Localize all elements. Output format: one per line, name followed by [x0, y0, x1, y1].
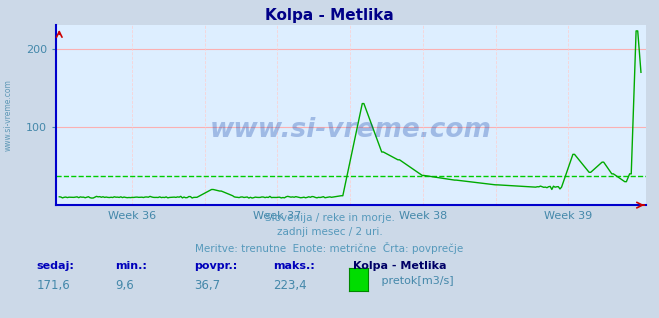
- Text: Kolpa - Metlika: Kolpa - Metlika: [353, 261, 446, 271]
- Text: povpr.:: povpr.:: [194, 261, 238, 271]
- Text: maks.:: maks.:: [273, 261, 315, 271]
- Text: Slovenija / reke in morje.: Slovenija / reke in morje.: [264, 213, 395, 223]
- Text: min.:: min.:: [115, 261, 147, 271]
- Text: sedaj:: sedaj:: [36, 261, 74, 271]
- Text: www.si-vreme.com: www.si-vreme.com: [4, 79, 13, 151]
- Text: Meritve: trenutne  Enote: metrične  Črta: povprečje: Meritve: trenutne Enote: metrične Črta: …: [195, 242, 464, 254]
- Text: 36,7: 36,7: [194, 280, 221, 292]
- Text: www.si-vreme.com: www.si-vreme.com: [210, 117, 492, 143]
- Text: Kolpa - Metlika: Kolpa - Metlika: [265, 8, 394, 23]
- Text: zadnji mesec / 2 uri.: zadnji mesec / 2 uri.: [277, 227, 382, 237]
- Text: 9,6: 9,6: [115, 280, 134, 292]
- Text: 223,4: 223,4: [273, 280, 307, 292]
- Text: 171,6: 171,6: [36, 280, 70, 292]
- Text: pretok[m3/s]: pretok[m3/s]: [378, 276, 453, 287]
